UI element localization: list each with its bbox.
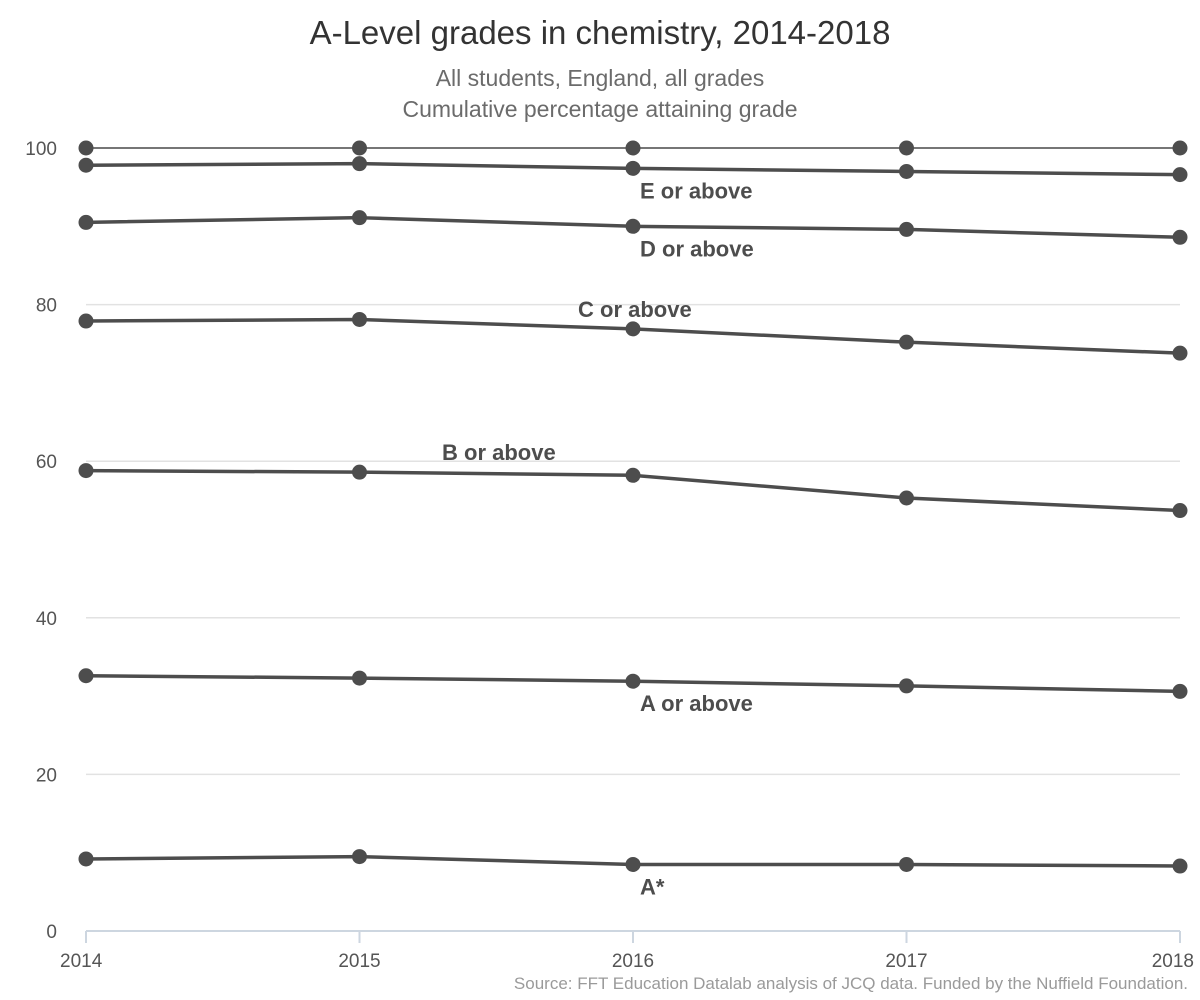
data-point-6-2018 bbox=[1172, 140, 1188, 156]
data-point-6-2014 bbox=[78, 140, 94, 156]
data-point-4-2018 bbox=[1172, 229, 1188, 245]
data-point-3-2016 bbox=[625, 321, 641, 337]
data-point-1-2015 bbox=[352, 670, 367, 686]
series-label-5: E or above bbox=[640, 178, 752, 203]
chart-subtitle-line-2: Cumulative percentage attaining grade bbox=[402, 96, 798, 122]
y-tick-label-0: 0 bbox=[46, 922, 57, 943]
data-point-3-2018 bbox=[1172, 345, 1188, 361]
source-note: Source: FFT Education Datalab analysis o… bbox=[513, 974, 1188, 993]
data-point-6-2016 bbox=[625, 140, 641, 156]
y-tick-label-80: 80 bbox=[36, 296, 57, 317]
data-point-1-2014 bbox=[78, 668, 94, 684]
data-point-6-2015 bbox=[352, 140, 367, 156]
series-label-2: B or above bbox=[442, 440, 556, 465]
data-point-5-2014 bbox=[78, 157, 94, 173]
data-point-2-2014 bbox=[78, 463, 94, 479]
data-point-1-2016 bbox=[625, 673, 641, 689]
data-point-4-2014 bbox=[78, 214, 94, 230]
data-point-3-2017 bbox=[899, 334, 914, 350]
series-label-3: C or above bbox=[578, 297, 692, 322]
data-point-6-2017 bbox=[899, 140, 914, 156]
series-label-0: A* bbox=[640, 874, 665, 899]
data-point-0-2017 bbox=[899, 856, 914, 872]
data-point-2-2016 bbox=[625, 467, 641, 483]
data-point-3-2015 bbox=[352, 311, 367, 327]
chart-title: A-Level grades in chemistry, 2014-2018 bbox=[309, 14, 891, 51]
data-point-5-2018 bbox=[1172, 167, 1188, 183]
y-tick-label-40: 40 bbox=[36, 609, 57, 630]
series-label-4: D or above bbox=[640, 236, 754, 261]
series-label-1: A or above bbox=[640, 691, 753, 716]
x-tick-label-2017: 2017 bbox=[885, 951, 927, 972]
data-point-2-2017 bbox=[899, 490, 914, 506]
x-tick-label-2016: 2016 bbox=[612, 951, 654, 972]
data-point-4-2016 bbox=[625, 218, 641, 234]
data-point-2-2015 bbox=[352, 464, 367, 480]
data-point-3-2014 bbox=[78, 313, 94, 329]
x-tick-label-2014: 2014 bbox=[60, 951, 103, 972]
y-tick-label-20: 20 bbox=[36, 765, 57, 786]
data-point-1-2018 bbox=[1172, 683, 1188, 699]
data-point-0-2018 bbox=[1172, 858, 1188, 874]
x-tick-label-2018: 2018 bbox=[1152, 951, 1194, 972]
data-point-5-2017 bbox=[899, 163, 914, 179]
data-point-1-2017 bbox=[899, 678, 914, 694]
data-point-4-2017 bbox=[899, 221, 914, 237]
chart-subtitle-line-1: All students, England, all grades bbox=[435, 65, 765, 91]
data-point-5-2016 bbox=[625, 160, 641, 176]
data-point-4-2015 bbox=[352, 210, 367, 226]
x-tick-label-2015: 2015 bbox=[338, 951, 380, 972]
data-point-0-2015 bbox=[352, 849, 367, 865]
y-tick-label-60: 60 bbox=[36, 452, 57, 473]
y-tick-label-100: 100 bbox=[25, 139, 57, 160]
data-point-5-2015 bbox=[352, 156, 367, 172]
data-point-0-2014 bbox=[78, 851, 94, 867]
data-point-2-2018 bbox=[1172, 503, 1188, 519]
data-point-0-2016 bbox=[625, 856, 641, 872]
